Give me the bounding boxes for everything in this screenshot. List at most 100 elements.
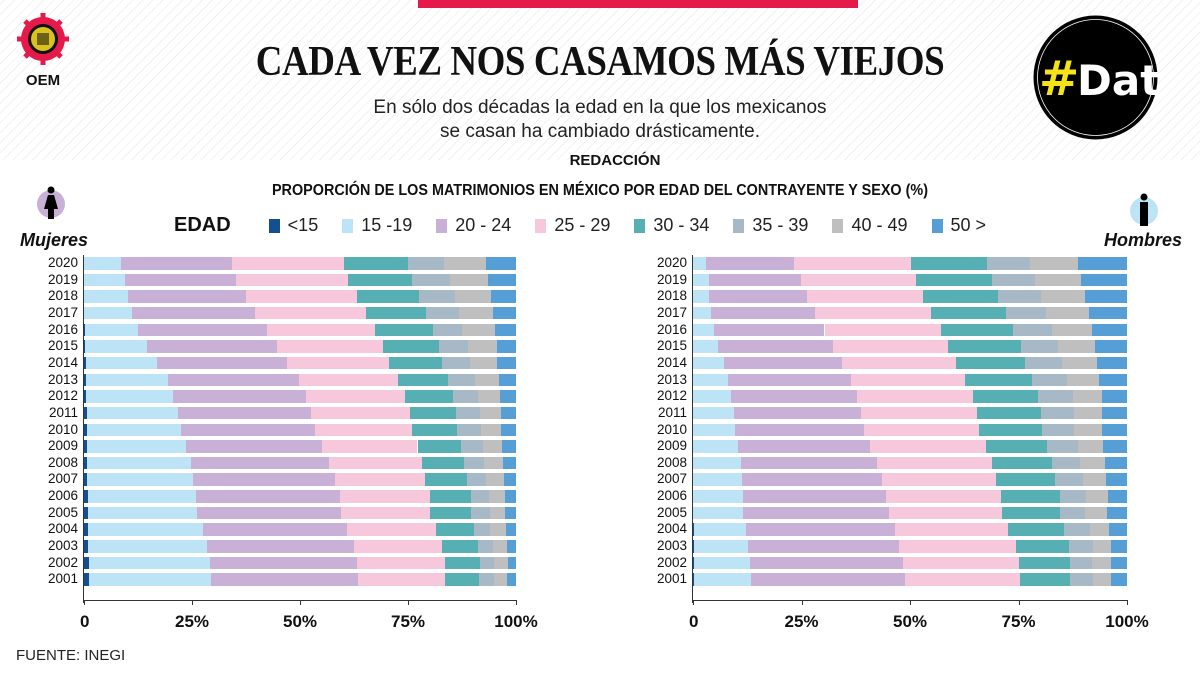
bar-segment-hombres-2020-1: [693, 257, 707, 270]
bar-segment-mujeres-2013-4: [398, 373, 449, 387]
byline: REDACCIÓN: [569, 152, 661, 169]
bar-segment-hombres-2016-7: [1091, 323, 1127, 337]
bar-segment-hombres-2019-1: [693, 273, 710, 287]
top-accent-bar: [418, 0, 858, 8]
woman-icon: [37, 186, 65, 219]
bar-segment-hombres-2017-4: [930, 306, 1007, 320]
bar-segment-hombres-2014-3: [842, 356, 956, 370]
bar-segment-hombres-2019-6: [1034, 273, 1082, 287]
legend-label: 30 - 34: [653, 215, 710, 235]
bar-segment-mujeres-2002-5: [480, 556, 494, 570]
bar-segment-mujeres-2016-0: [84, 323, 85, 337]
bar-segment-hombres-2007-4: [995, 473, 1056, 486]
legend-item: 35 - 39: [733, 215, 808, 236]
bar-segment-hombres-2020-6: [1030, 257, 1079, 270]
year-label: 2008: [656, 454, 687, 470]
year-label: 2009: [47, 438, 78, 454]
bar-segment-mujeres-2003-6: [492, 540, 507, 553]
bar-segment-mujeres-2013-6: [474, 373, 500, 387]
year-label: 2006: [47, 488, 78, 504]
subtitle-line-1: En sólo dos décadas la edad en la que lo…: [373, 97, 827, 118]
year-label: 2019: [47, 271, 78, 287]
bar-segment-mujeres-2020-7: [486, 257, 516, 270]
bar-segment-mujeres-2012-5: [453, 390, 478, 403]
bar-segment-hombres-2002-7: [1111, 556, 1127, 570]
legend-swatch: [931, 218, 943, 233]
bar-segment-mujeres-2003-1: [88, 540, 208, 553]
bar-segment-hombres-2004-6: [1089, 523, 1109, 536]
bar-segment-mujeres-2003-2: [207, 540, 354, 553]
bar-segment-hombres-2015-5: [1020, 340, 1059, 353]
bar-segment-mujeres-2010-3: [315, 423, 413, 436]
year-label: 2013: [47, 371, 78, 387]
bar-segment-hombres-2012-7: [1101, 390, 1127, 403]
year-label: 2016: [47, 321, 78, 337]
bar-segment-mujeres-2004-2: [202, 523, 347, 536]
bar-segment-mujeres-2013-5: [448, 373, 475, 387]
subtitle: En sólo dos décadas la edad en la que lo…: [300, 96, 900, 144]
bar-segment-hombres-2011-5: [1041, 406, 1075, 420]
bar-segment-mujeres-2005-5: [470, 506, 491, 520]
bar-segment-mujeres-2008-2: [191, 456, 330, 470]
bar-segment-hombres-2005-7: [1107, 506, 1127, 520]
bar-segment-mujeres-2015-4: [382, 340, 439, 353]
bar-segment-mujeres-2008-4: [422, 456, 465, 470]
bar-segment-mujeres-2004-3: [346, 523, 437, 536]
bar-segment-mujeres-2012-0: [84, 390, 87, 403]
bar-segment-mujeres-2008-5: [464, 456, 485, 470]
legend-label: 50 >: [950, 215, 987, 235]
bar-segment-hombres-2007-7: [1106, 473, 1127, 486]
bar-segment-hombres-2014-1: [693, 356, 724, 370]
bar-segment-mujeres-2011-7: [500, 406, 516, 420]
oem-logo: OEM: [17, 13, 69, 87]
bar-segment-hombres-2001-7: [1111, 573, 1127, 586]
bar-segment-hombres-2015-2: [718, 340, 833, 353]
bar-segment-mujeres-2011-3: [311, 406, 411, 420]
bar-segment-hombres-2007-3: [881, 473, 996, 486]
legend-label: 15 -19: [361, 215, 413, 235]
bar-segment-mujeres-2009-4: [417, 440, 461, 453]
bar-segment-hombres-2004-3: [894, 523, 1009, 536]
bar-segment-mujeres-2006-7: [505, 490, 516, 503]
year-label: 2015: [656, 338, 687, 354]
year-label: 2013: [656, 371, 687, 387]
year-label: 2005: [47, 504, 78, 520]
x-tick-mark: [300, 600, 301, 605]
bar-segment-hombres-2003-2: [747, 540, 900, 553]
legend-swatch: [535, 218, 547, 233]
year-label: 2011: [657, 404, 687, 420]
bar-segment-mujeres-2001-7: [506, 573, 516, 586]
bar-segment-hombres-2017-6: [1046, 306, 1089, 320]
bar-segment-hombres-2010-5: [1042, 423, 1075, 436]
bar-segment-hombres-2002-5: [1070, 556, 1093, 570]
men-label: Hombres: [1104, 230, 1183, 250]
bar-segment-mujeres-2011-5: [456, 406, 481, 420]
bar-segment-hombres-2015-1: [693, 340, 719, 353]
bar-segment-mujeres-2018-2: [128, 290, 246, 303]
bar-segment-mujeres-2019-6: [450, 273, 488, 287]
bar-segment-hombres-2005-5: [1060, 506, 1086, 520]
bar-segment-hombres-2014-5: [1025, 356, 1063, 370]
bar-segment-hombres-2002-6: [1092, 556, 1112, 570]
bar-segment-mujeres-2006-3: [339, 490, 431, 503]
bar-segment-mujeres-2010-0: [84, 423, 87, 436]
bar-segment-mujeres-2016-7: [495, 323, 516, 337]
bar-segment-hombres-2019-3: [800, 273, 917, 287]
bar-segment-hombres-2013-1: [693, 373, 729, 387]
legend-swatch: [733, 218, 745, 233]
bar-segment-mujeres-2005-3: [341, 506, 431, 520]
bar-segment-mujeres-2004-7: [506, 523, 516, 536]
bar-segment-mujeres-2009-2: [185, 440, 323, 453]
x-tick-mark: [84, 600, 85, 605]
bar-segment-mujeres-2011-1: [86, 406, 179, 420]
legend-label: 20 - 24: [455, 215, 512, 235]
bar-segment-mujeres-2019-2: [125, 273, 237, 287]
bar-segment-mujeres-2009-6: [482, 440, 503, 453]
bar-segment-mujeres-2003-4: [442, 540, 478, 553]
bar-segment-hombres-2004-2: [745, 523, 895, 536]
bar-segment-hombres-2001-5: [1070, 573, 1093, 586]
bar-segment-hombres-2020-3: [794, 257, 911, 270]
bar-segment-hombres-2002-1: [693, 556, 750, 570]
year-label: 2014: [656, 354, 687, 370]
legend-label: <15: [287, 215, 319, 235]
